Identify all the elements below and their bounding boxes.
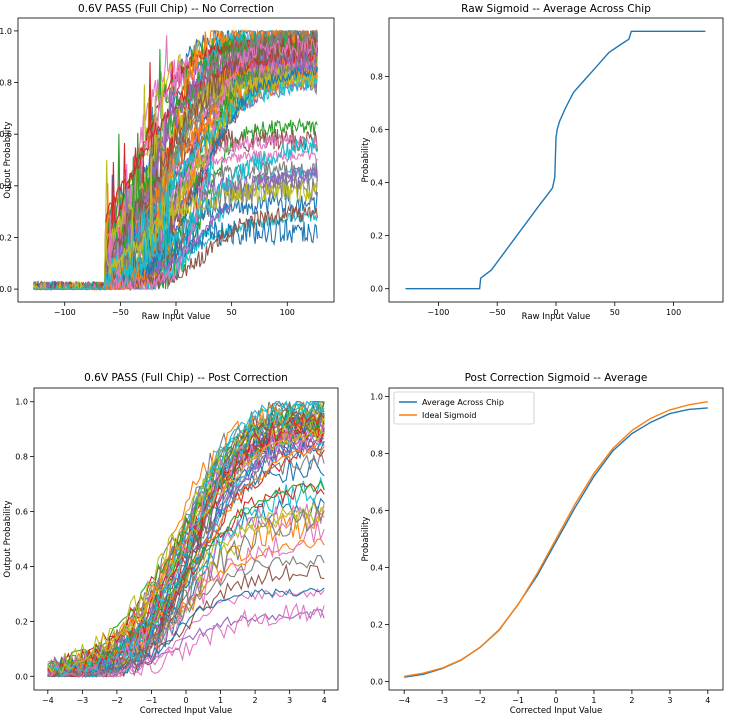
y-tick-label: 0.8: [15, 453, 28, 462]
legend-box: [393, 391, 535, 425]
cell-curve: [47, 402, 325, 677]
legend: Average Across Chip Ideal Sigmoid: [393, 391, 535, 425]
x-tick-label: 4: [322, 696, 327, 705]
x-tick-label: −50: [112, 308, 129, 317]
x-tick-label: 100: [280, 308, 295, 317]
cell-curve: [47, 608, 325, 678]
y-axis-label: Probability: [361, 517, 371, 562]
x-tick-label: 3: [287, 696, 292, 705]
cell-curve: [47, 418, 325, 675]
x-tick-label: −3: [76, 696, 88, 705]
x-tick-label: 0: [553, 308, 558, 317]
x-tick-label: −3: [436, 696, 448, 705]
series-line-0: [405, 30, 706, 290]
y-tick-label: 0.0: [370, 285, 383, 294]
x-tick-label: 0: [173, 308, 178, 317]
panel-raw-no-correction: 0.6V PASS (Full Chip) -- No Correction R…: [0, 3, 335, 322]
x-tick-label: −100: [54, 308, 76, 317]
x-tick-label: 100: [666, 308, 681, 317]
x-tick-label: 2: [629, 696, 634, 705]
y-tick-label: 0.4: [15, 562, 28, 571]
x-tick-label: −4: [42, 696, 54, 705]
y-tick-label: 0.0: [370, 677, 383, 686]
cell-curve: [47, 602, 325, 678]
x-tick-label: 0: [553, 696, 558, 705]
x-tick-label: −1: [512, 696, 524, 705]
y-tick-label: 0.8: [370, 450, 383, 459]
panel-post-correction-average: Post Correction Sigmoid -- Average Corre…: [361, 372, 724, 716]
y-tick-label: 0.8: [0, 79, 12, 88]
x-axis-label: Corrected Input Value: [140, 706, 232, 716]
y-tick-label: 0.8: [370, 72, 383, 81]
chart-title: 0.6V PASS (Full Chip) -- No Correction: [78, 3, 274, 15]
y-tick-label: 0.0: [15, 672, 28, 681]
x-tick-label: −50: [489, 308, 506, 317]
x-tick-label: −100: [427, 308, 449, 317]
x-tick-label: −4: [398, 696, 410, 705]
x-tick-label: 3: [667, 696, 672, 705]
chart-title: Raw Sigmoid -- Average Across Chip: [461, 3, 651, 15]
y-tick-label: 0.6: [370, 507, 383, 516]
panel-post-correction: 0.6V PASS (Full Chip) -- Post Correction…: [3, 372, 339, 716]
y-tick-label: 1.0: [15, 398, 28, 407]
cell-curve: [47, 404, 325, 677]
y-tick-label: 0.4: [370, 179, 383, 188]
y-tick-label: 0.6: [15, 508, 28, 517]
y-axis-label: Output Probability: [3, 121, 13, 198]
y-tick-label: 0.6: [370, 125, 383, 134]
legend-label-average: Average Across Chip: [422, 398, 504, 407]
x-axis-label: Raw Input Value: [522, 312, 591, 322]
y-axis-label: Probability: [361, 138, 371, 183]
x-tick-label: −2: [474, 696, 486, 705]
x-tick-label: 4: [705, 696, 710, 705]
cell-curve: [47, 480, 325, 678]
legend-label-ideal: Ideal Sigmoid: [422, 411, 476, 420]
series-line-1: [404, 401, 708, 677]
x-axis-label: Corrected Input Value: [510, 706, 602, 716]
y-tick-label: 0.2: [370, 232, 383, 241]
y-tick-label: 0.2: [370, 620, 383, 629]
y-tick-label: 0.2: [15, 617, 28, 626]
cell-curve: [33, 156, 318, 292]
x-tick-label: 2: [253, 696, 258, 705]
cell-curve: [47, 412, 325, 677]
y-tick-label: 0.4: [370, 563, 383, 572]
y-tick-label: 0.6: [0, 130, 12, 139]
x-tick-label: −1: [146, 696, 158, 705]
y-tick-label: 1.0: [370, 393, 383, 402]
cell-curve: [47, 445, 325, 677]
y-tick-label: 0.0: [0, 285, 12, 294]
chart-title: Post Correction Sigmoid -- Average: [465, 372, 648, 384]
y-tick-label: 1.0: [0, 27, 12, 36]
x-axis-label: Raw Input Value: [142, 312, 211, 322]
cell-curve: [33, 137, 318, 290]
y-tick-label: 0.2: [0, 233, 12, 242]
x-tick-label: 1: [591, 696, 596, 705]
x-tick-label: 50: [227, 308, 237, 317]
cell-curve: [47, 429, 325, 674]
y-axis-label: Output Probability: [3, 500, 13, 577]
x-tick-label: −2: [111, 696, 123, 705]
x-tick-label: 50: [610, 308, 620, 317]
y-tick-label: 0.4: [0, 182, 12, 191]
cell-curve: [47, 401, 325, 678]
x-tick-label: 1: [218, 696, 223, 705]
chart-title: 0.6V PASS (Full Chip) -- Post Correction: [84, 372, 288, 384]
cell-curve: [47, 400, 325, 677]
series-line-0: [404, 407, 708, 678]
cell-curve: [47, 555, 325, 678]
panel-raw-average: Raw Sigmoid -- Average Across Chip Raw I…: [361, 3, 724, 322]
x-tick-label: 0: [183, 696, 188, 705]
cell-curve: [47, 400, 325, 679]
